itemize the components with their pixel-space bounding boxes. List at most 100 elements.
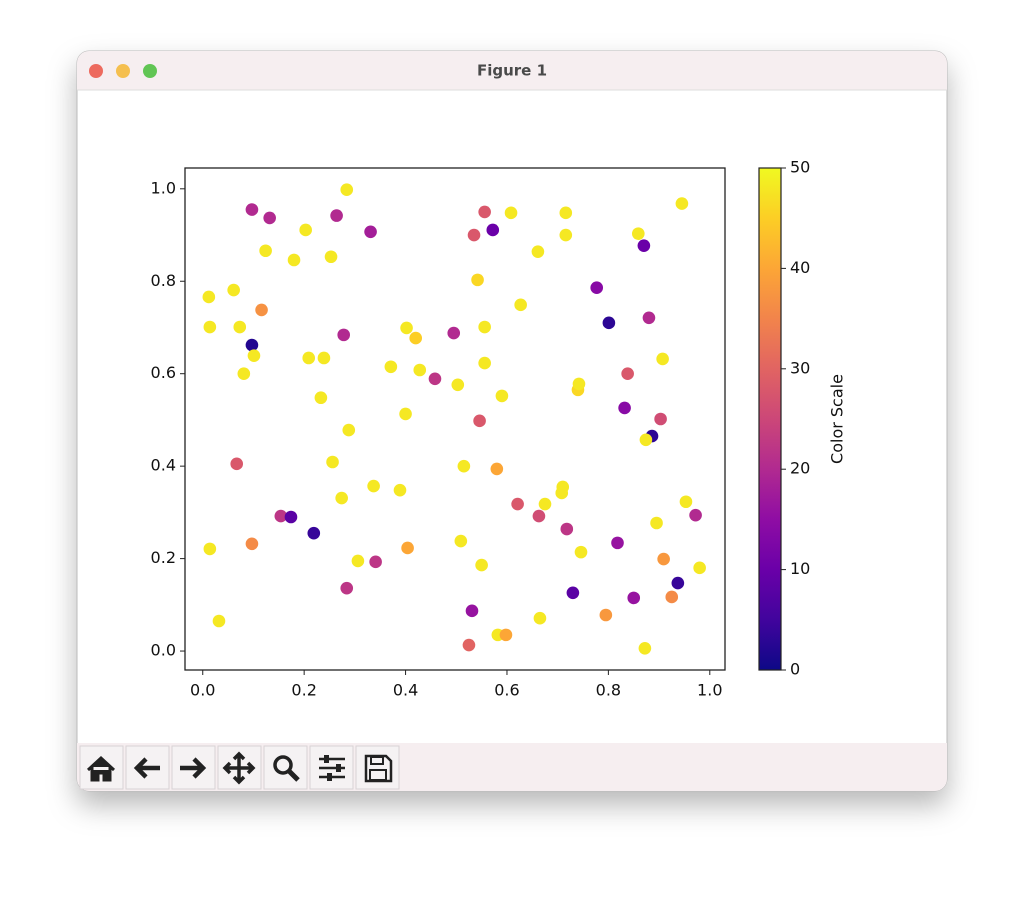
colorbar-label: Color Scale bbox=[828, 374, 847, 464]
zoom-tool-button[interactable] bbox=[263, 745, 308, 790]
point bbox=[631, 227, 645, 240]
point bbox=[465, 604, 479, 618]
point bbox=[679, 495, 693, 509]
window-title: Figure 1 bbox=[477, 62, 547, 80]
home-button[interactable] bbox=[79, 745, 124, 790]
point bbox=[399, 407, 412, 421]
point bbox=[532, 509, 546, 523]
point bbox=[574, 545, 588, 559]
point bbox=[471, 273, 484, 287]
colorbar-tick-label: 50 bbox=[790, 158, 810, 177]
point bbox=[478, 205, 491, 219]
back-button[interactable] bbox=[125, 745, 170, 790]
plot: 0.0 0.2 0.4 0.6 0.8 1.0 0.0 0.2 0.4 0.6 0.8 1.0 0 10 2… bbox=[151, 158, 847, 700]
minimize-button[interactable] bbox=[116, 64, 130, 78]
point bbox=[639, 433, 653, 447]
point bbox=[642, 311, 656, 325]
point bbox=[307, 526, 321, 540]
close-button[interactable] bbox=[89, 64, 103, 78]
y-tick-label: 0.0 bbox=[151, 641, 176, 660]
point bbox=[340, 183, 354, 197]
point bbox=[478, 320, 491, 334]
point bbox=[212, 614, 226, 628]
zoom-button[interactable] bbox=[143, 64, 157, 78]
point bbox=[367, 479, 380, 493]
save-button[interactable] bbox=[355, 745, 400, 790]
point bbox=[657, 552, 670, 566]
point bbox=[689, 508, 702, 522]
point bbox=[409, 331, 423, 345]
point bbox=[533, 611, 547, 625]
point bbox=[369, 555, 382, 569]
point bbox=[538, 497, 552, 511]
point bbox=[245, 338, 259, 352]
point bbox=[478, 356, 491, 370]
point bbox=[602, 316, 616, 330]
point bbox=[413, 363, 427, 377]
point bbox=[324, 250, 338, 264]
point bbox=[514, 298, 527, 312]
title-bar bbox=[77, 51, 947, 90]
x-tick-label: 0.4 bbox=[393, 681, 418, 700]
point bbox=[245, 203, 259, 216]
pan-button[interactable] bbox=[217, 745, 262, 790]
point bbox=[627, 591, 641, 605]
point bbox=[326, 455, 339, 469]
colorbar-tick-label: 10 bbox=[790, 559, 810, 578]
point bbox=[467, 228, 481, 242]
point bbox=[447, 326, 461, 340]
point bbox=[342, 423, 356, 437]
point bbox=[287, 253, 301, 267]
point bbox=[618, 401, 631, 415]
point bbox=[566, 586, 580, 600]
y-tick-label: 0.6 bbox=[151, 363, 176, 382]
point bbox=[384, 360, 398, 374]
x-tick-label: 0.6 bbox=[494, 681, 519, 700]
point bbox=[495, 389, 509, 403]
x-tick-label: 0.8 bbox=[596, 681, 621, 700]
point bbox=[230, 457, 244, 471]
point bbox=[621, 367, 634, 380]
point bbox=[654, 412, 667, 426]
plot-frame bbox=[184, 167, 726, 671]
colorbar-tick-label: 0 bbox=[790, 660, 800, 679]
y-tick-label: 0.4 bbox=[151, 456, 176, 475]
point bbox=[590, 281, 604, 295]
point bbox=[393, 483, 407, 497]
point bbox=[665, 590, 679, 604]
point bbox=[638, 641, 652, 655]
point bbox=[531, 245, 545, 258]
point bbox=[233, 320, 247, 334]
point bbox=[560, 522, 574, 536]
point bbox=[247, 349, 261, 362]
point bbox=[599, 608, 613, 622]
x-tick-label: 0.0 bbox=[190, 681, 215, 700]
point bbox=[451, 378, 465, 392]
point bbox=[302, 351, 316, 365]
point bbox=[284, 510, 298, 524]
point bbox=[490, 462, 504, 476]
point bbox=[400, 321, 413, 335]
point bbox=[259, 244, 272, 258]
point bbox=[637, 239, 651, 252]
forward-button[interactable] bbox=[171, 745, 216, 790]
point bbox=[693, 561, 706, 575]
point bbox=[675, 197, 689, 210]
x-tick-label: 1.0 bbox=[697, 681, 722, 700]
point bbox=[351, 554, 365, 568]
configure-button[interactable] bbox=[309, 745, 354, 790]
y-tick-label: 1.0 bbox=[151, 178, 176, 197]
point bbox=[245, 537, 259, 551]
point bbox=[555, 486, 569, 500]
point bbox=[475, 558, 488, 572]
point bbox=[299, 223, 312, 237]
point bbox=[203, 320, 217, 334]
point bbox=[337, 328, 351, 342]
point bbox=[335, 491, 348, 505]
point bbox=[559, 206, 573, 220]
point bbox=[504, 206, 518, 220]
point bbox=[454, 534, 468, 548]
toolbar-buttons bbox=[79, 745, 400, 790]
point bbox=[473, 414, 486, 428]
